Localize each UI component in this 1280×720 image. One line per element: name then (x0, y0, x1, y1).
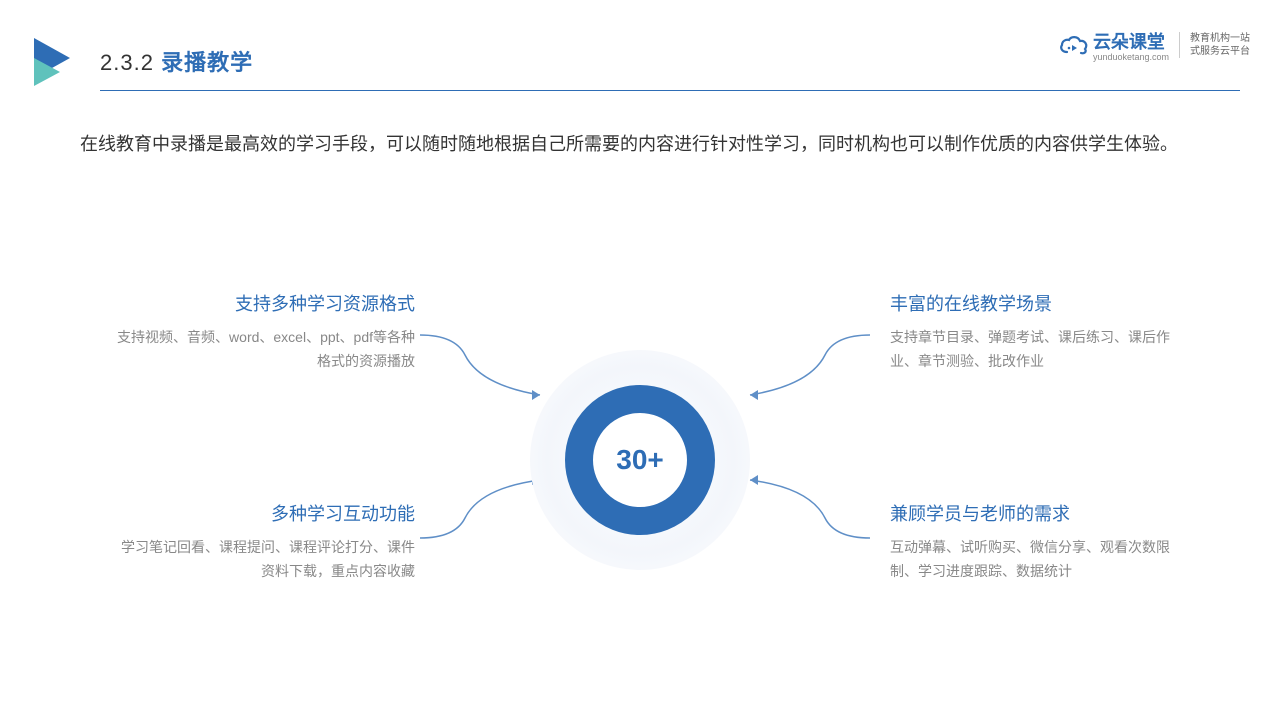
title-underline (100, 90, 1240, 91)
center-glow: 30+ (530, 350, 750, 570)
feature-title: 支持多种学习资源格式 (115, 290, 415, 316)
feature-title: 兼顾学员与老师的需求 (890, 500, 1190, 526)
feature-top-right: 丰富的在线教学场景 支持章节目录、弹题考试、课后练习、课后作业、章节测验、批改作… (890, 290, 1190, 374)
center-value: 30+ (616, 444, 664, 476)
logo-divider (1179, 32, 1180, 58)
brand-name: 云朵课堂 (1093, 32, 1165, 52)
feature-desc: 学习笔记回看、课程提问、课程评论打分、课件资料下载，重点内容收藏 (115, 536, 415, 584)
feature-desc: 互动弹幕、试听购买、微信分享、观看次数限制、学习进度跟踪、数据统计 (890, 536, 1190, 584)
section-title: 2.3.2 录播教学 (100, 45, 253, 77)
intro-paragraph: 在线教育中录播是最高效的学习手段，可以随时随地根据自己所需要的内容进行针对性学习… (80, 126, 1210, 162)
tagline-line-2: 式服务云平台 (1190, 45, 1250, 58)
brand-logo: 云朵课堂 yunduoketang.com 教育机构一站 式服务云平台 (1059, 28, 1250, 62)
cloud-icon (1059, 34, 1089, 56)
center-ring: 30+ (565, 385, 715, 535)
feature-bottom-right: 兼顾学员与老师的需求 互动弹幕、试听购买、微信分享、观看次数限制、学习进度跟踪、… (890, 500, 1190, 584)
brand-url: yunduoketang.com (1093, 52, 1169, 62)
feature-diagram: 30+ 支持多种学习资源格式 支持视频、音频、word、excel、ppt、pd… (0, 260, 1280, 640)
feature-bottom-left: 多种学习互动功能 学习笔记回看、课程提问、课程评论打分、课件资料下载，重点内容收… (115, 500, 415, 584)
feature-desc: 支持视频、音频、word、excel、ppt、pdf等各种格式的资源播放 (115, 326, 415, 374)
feature-title: 丰富的在线教学场景 (890, 290, 1190, 316)
tagline-line-1: 教育机构一站 (1190, 32, 1250, 45)
section-number: 2.3.2 (100, 50, 154, 75)
brand-tagline: 教育机构一站 式服务云平台 (1190, 32, 1250, 58)
feature-top-left: 支持多种学习资源格式 支持视频、音频、word、excel、ppt、pdf等各种… (115, 290, 415, 374)
feature-desc: 支持章节目录、弹题考试、课后练习、课后作业、章节测验、批改作业 (890, 326, 1190, 374)
feature-title: 多种学习互动功能 (115, 500, 415, 526)
play-triangle-icon (30, 36, 80, 86)
section-word: 录播教学 (161, 50, 253, 75)
